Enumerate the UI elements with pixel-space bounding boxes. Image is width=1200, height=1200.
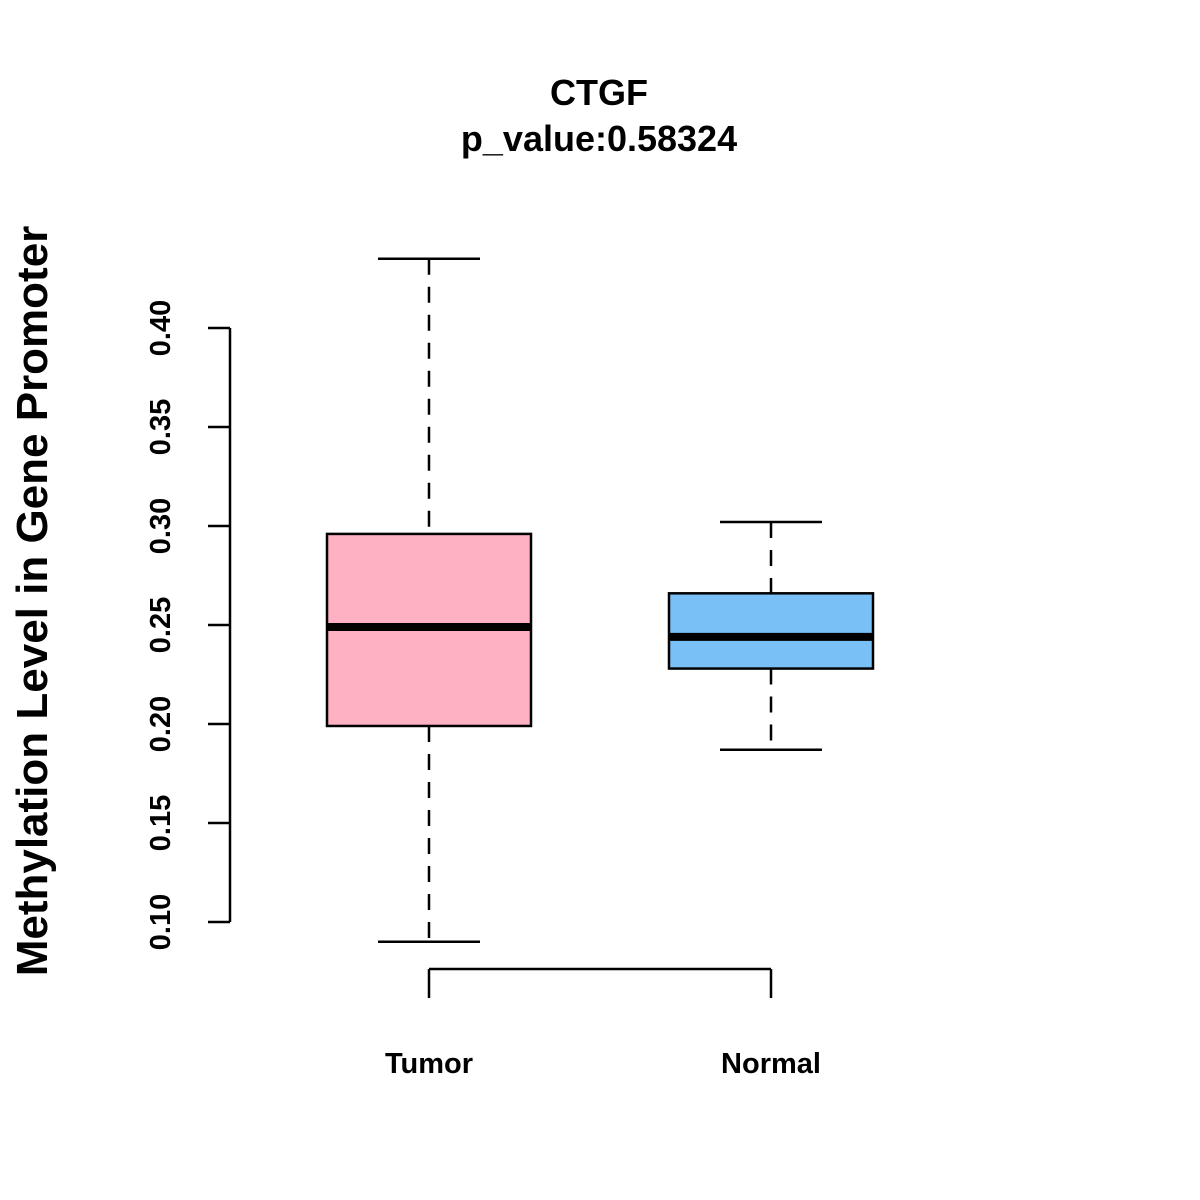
y-tick-label: 0.30: [145, 498, 177, 554]
box-series: [325, 257, 875, 944]
box-normal: [667, 520, 875, 751]
x-tick-label-normal: Normal: [721, 1048, 821, 1080]
y-tick-label: 0.20: [145, 696, 177, 752]
chart-subtitle: p_value:0.58324: [461, 118, 737, 159]
y-tick-label: 0.25: [145, 597, 177, 653]
y-tick-label: 0.15: [145, 795, 177, 851]
y-tick-label: 0.35: [145, 399, 177, 455]
chart-title: CTGF: [550, 72, 648, 113]
iqr-box: [667, 592, 875, 670]
x-axis: Tumor Normal: [385, 967, 821, 1080]
box-tumor: [325, 257, 533, 944]
y-tick-label: 0.40: [145, 300, 177, 356]
y-axis-label: Methylation Level in Gene Promoter: [8, 226, 57, 977]
y-axis: 0.10 0.15 0.20 0.25 0.30 0.35 0.40: [145, 300, 232, 950]
x-tick-label-tumor: Tumor: [385, 1048, 473, 1080]
y-tick-label: 0.10: [145, 894, 177, 950]
